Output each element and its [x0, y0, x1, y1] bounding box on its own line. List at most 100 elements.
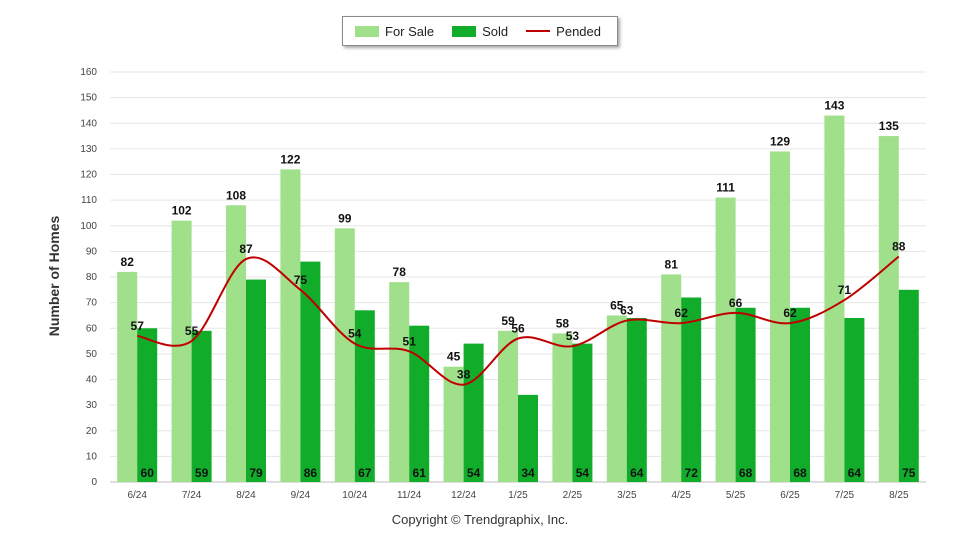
- x-tick-label: 10/24: [342, 490, 367, 501]
- y-tick-label: 50: [86, 349, 98, 360]
- bar-sold: [409, 325, 430, 482]
- x-tick-label: 11/24: [397, 490, 422, 501]
- label-sold: 64: [630, 466, 644, 480]
- y-tick-label: 100: [80, 221, 97, 232]
- y-tick-label: 130: [80, 144, 97, 155]
- pended-line: [136, 255, 900, 386]
- legend-label-for-sale: For Sale: [385, 23, 435, 39]
- label-sold: 67: [358, 466, 372, 480]
- label-pended: 71: [838, 283, 852, 297]
- x-tick-label: 8/25: [889, 490, 909, 501]
- bar-for-sale: [443, 366, 464, 482]
- label-sold: 64: [848, 466, 862, 480]
- label-for-sale: 65: [610, 298, 624, 312]
- bar-for-sale: [770, 151, 790, 482]
- x-tick-label: 3/25: [617, 490, 637, 501]
- bar-for-sale: [552, 333, 573, 482]
- label-pended: 38: [457, 368, 471, 382]
- x-tick-label: 1/25: [508, 490, 528, 501]
- label-sold: 68: [793, 466, 807, 480]
- legend-label-pended: Pended: [556, 23, 601, 39]
- y-tick-label: 120: [80, 170, 97, 181]
- bar-for-sale: [715, 197, 736, 482]
- label-for-sale: 129: [770, 134, 790, 148]
- legend-item-pended: Pended: [526, 24, 601, 39]
- y-tick-label: 0: [91, 477, 97, 488]
- label-sold: 79: [249, 466, 263, 480]
- label-pended: 66: [729, 296, 743, 310]
- bar-sold: [518, 394, 538, 482]
- x-tick-label: 4/25: [671, 490, 691, 501]
- label-for-sale: 135: [879, 119, 899, 133]
- x-tick-label: 5/25: [726, 490, 746, 501]
- bar-sold: [735, 307, 756, 482]
- bar-sold: [626, 318, 647, 482]
- bar-for-sale: [389, 282, 410, 482]
- bar-for-sale: [498, 330, 518, 482]
- x-tick-label: 6/25: [780, 490, 800, 501]
- x-tick-label: 9/24: [291, 490, 311, 501]
- bar-sold: [898, 289, 919, 482]
- bar-for-sale: [606, 315, 627, 482]
- bar-sold: [790, 307, 810, 482]
- label-pended: 56: [511, 322, 525, 336]
- label-pended: 53: [566, 329, 580, 343]
- pended-swatch: [526, 30, 551, 32]
- label-for-sale: 82: [121, 255, 135, 269]
- bar-sold: [191, 330, 212, 482]
- label-for-sale: 81: [665, 257, 679, 271]
- y-tick-label: 140: [80, 118, 97, 129]
- x-tick-label: 7/24: [182, 490, 202, 501]
- label-sold: 68: [739, 466, 753, 480]
- for-sale-swatch: [355, 25, 379, 37]
- label-sold: 86: [304, 466, 318, 480]
- x-tick-label: 8/24: [236, 490, 256, 501]
- y-tick-label: 10: [86, 451, 98, 462]
- label-pended: 57: [131, 319, 145, 333]
- y-tick-label: 70: [86, 298, 98, 309]
- label-pended: 87: [239, 242, 253, 256]
- x-tick-label: 2/25: [563, 490, 583, 501]
- bar-sold: [137, 328, 158, 482]
- y-tick-label: 150: [80, 93, 97, 104]
- y-tick-label: 110: [81, 195, 97, 206]
- bar-sold: [681, 297, 702, 482]
- label-pended: 75: [294, 273, 308, 287]
- bar-for-sale: [824, 115, 845, 482]
- x-tick-label: 12/24: [451, 490, 476, 501]
- label-pended: 55: [185, 324, 199, 338]
- sold-swatch: [452, 25, 477, 37]
- x-tick-label: 7/25: [835, 490, 855, 501]
- label-pended: 51: [403, 334, 417, 348]
- y-tick-label: 40: [86, 375, 98, 386]
- label-pended: 62: [675, 306, 689, 320]
- label-pended: 54: [348, 327, 362, 341]
- y-tick-label: 90: [86, 246, 98, 257]
- label-sold: 61: [413, 466, 427, 480]
- label-for-sale: 59: [501, 314, 515, 328]
- legend: For Sale Sold Pended: [342, 16, 618, 46]
- label-sold: 54: [467, 466, 481, 480]
- label-pended: 88: [892, 240, 906, 254]
- label-sold: 34: [521, 466, 535, 480]
- bar-for-sale: [171, 220, 192, 482]
- bar-for-sale: [117, 271, 138, 482]
- label-pended: 63: [620, 304, 634, 318]
- label-for-sale: 78: [393, 265, 407, 279]
- bar-sold: [463, 343, 484, 482]
- bar-sold: [246, 279, 266, 482]
- bar-for-sale: [661, 274, 682, 482]
- y-axis-title: Number of Homes: [46, 215, 62, 337]
- label-for-sale: 122: [280, 152, 300, 166]
- label-for-sale: 143: [824, 99, 844, 113]
- legend-item-sold: Sold: [452, 24, 508, 39]
- bar-sold: [300, 261, 321, 482]
- bar-sold: [844, 318, 865, 482]
- label-sold: 72: [685, 466, 699, 480]
- label-sold: 54: [576, 466, 590, 480]
- label-for-sale: 108: [226, 188, 246, 202]
- bar-sold: [572, 343, 593, 482]
- label-sold: 60: [141, 466, 155, 480]
